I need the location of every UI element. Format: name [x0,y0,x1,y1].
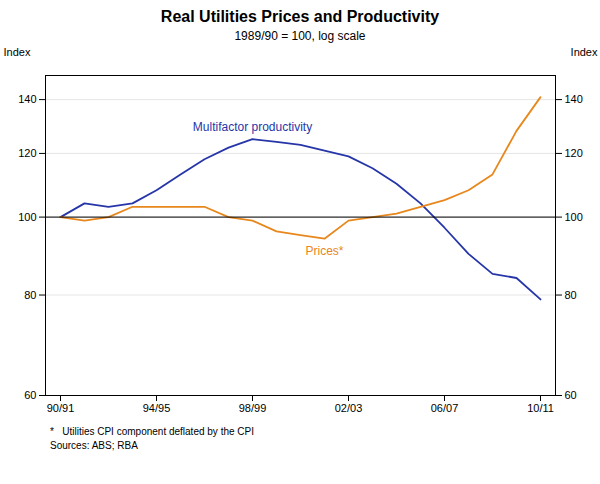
svg-text:80: 80 [565,289,577,301]
html-text:Sources: ABS; RBA: Sources: ABS; RBA [50,440,138,451]
svg-text:02/03: 02/03 [335,402,363,414]
svg-text:120: 120 [18,147,36,159]
svg-text:140: 140 [18,93,36,105]
svg-text:80: 80 [24,289,36,301]
svg-text:Multifactor productivity: Multifactor productivity [193,120,312,134]
svg-text:60: 60 [565,389,577,401]
svg-text:94/95: 94/95 [143,402,171,414]
html-text:Real Utilities Prices and Prod: Real Utilities Prices and Productivity [160,8,440,25]
svg-text:Index: Index [571,46,598,58]
svg-text:06/07: 06/07 [431,402,459,414]
svg-text:Prices*: Prices* [305,244,343,258]
svg-text:10/11: 10/11 [527,402,554,414]
svg-text:100: 100 [18,211,36,223]
svg-text:140: 140 [565,93,583,105]
svg-text:Index: Index [4,46,31,58]
svg-text:98/99: 98/99 [239,402,267,414]
html-text:* Utilities CPI component defl: * Utilities CPI component deflated by th… [50,426,254,437]
svg-text:120: 120 [565,147,583,159]
html-text:1989/90 = 100, log scale: 1989/90 = 100, log scale [234,29,366,43]
svg-text:90/91: 90/91 [47,402,75,414]
svg-text:100: 100 [565,211,583,223]
svg-text:60: 60 [24,389,36,401]
